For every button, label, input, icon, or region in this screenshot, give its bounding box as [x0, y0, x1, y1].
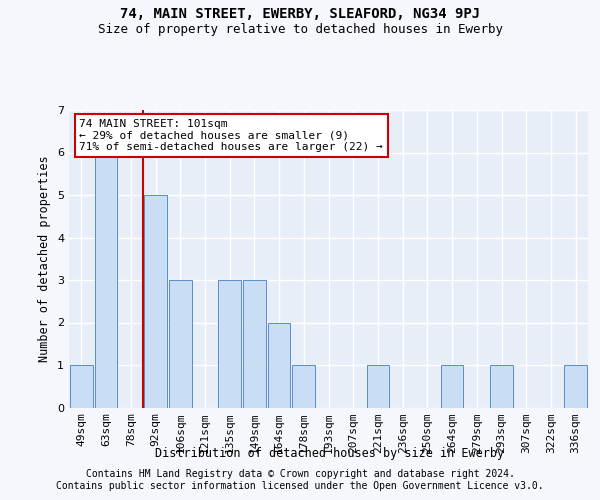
Bar	[95, 152, 118, 408]
Bar	[169, 280, 191, 407]
Bar	[367, 365, 389, 408]
Text: 74, MAIN STREET, EWERBY, SLEAFORD, NG34 9PJ: 74, MAIN STREET, EWERBY, SLEAFORD, NG34 …	[120, 8, 480, 22]
Bar	[441, 365, 463, 408]
Text: 74 MAIN STREET: 101sqm
← 29% of detached houses are smaller (9)
71% of semi-deta: 74 MAIN STREET: 101sqm ← 29% of detached…	[79, 119, 383, 152]
Bar	[564, 365, 587, 408]
Text: Contains public sector information licensed under the Open Government Licence v3: Contains public sector information licen…	[56, 481, 544, 491]
Bar	[292, 365, 315, 408]
Bar	[490, 365, 513, 408]
Text: Size of property relative to detached houses in Ewerby: Size of property relative to detached ho…	[97, 22, 503, 36]
Text: Contains HM Land Registry data © Crown copyright and database right 2024.: Contains HM Land Registry data © Crown c…	[86, 469, 514, 479]
Bar	[268, 322, 290, 408]
Bar	[243, 280, 266, 407]
Text: Distribution of detached houses by size in Ewerby: Distribution of detached houses by size …	[155, 448, 505, 460]
Y-axis label: Number of detached properties: Number of detached properties	[38, 156, 52, 362]
Bar	[144, 195, 167, 408]
Bar	[70, 365, 93, 408]
Bar	[218, 280, 241, 407]
